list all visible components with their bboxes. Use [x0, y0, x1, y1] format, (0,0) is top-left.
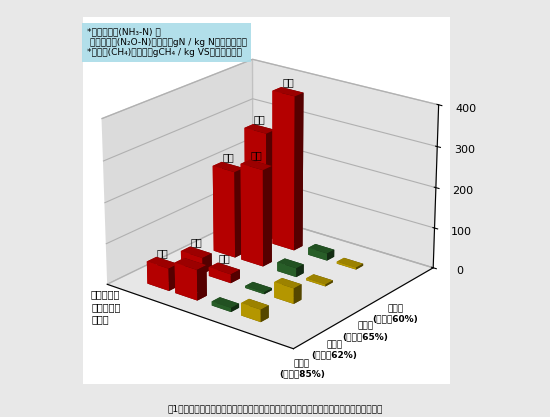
Text: 図1　主要畜種ふん尿の堆積堆肥化期間に発生するアンモニア、亜酸化窒素およびメタン: 図1 主要畜種ふん尿の堆積堆肥化期間に発生するアンモニア、亜酸化窒素およびメタン: [167, 404, 383, 413]
Text: *アンモニア(NH₃-N) と
 亜酸化窒素(N₂O-N)の単位：gN / kg N　（堆積物）
*メタン(CH₄)の単位：gCH₄ / kg VS　（堖積物）: *アンモニア(NH₃-N) と 亜酸化窒素(N₂O-N)の単位：gN / kg …: [87, 28, 247, 58]
